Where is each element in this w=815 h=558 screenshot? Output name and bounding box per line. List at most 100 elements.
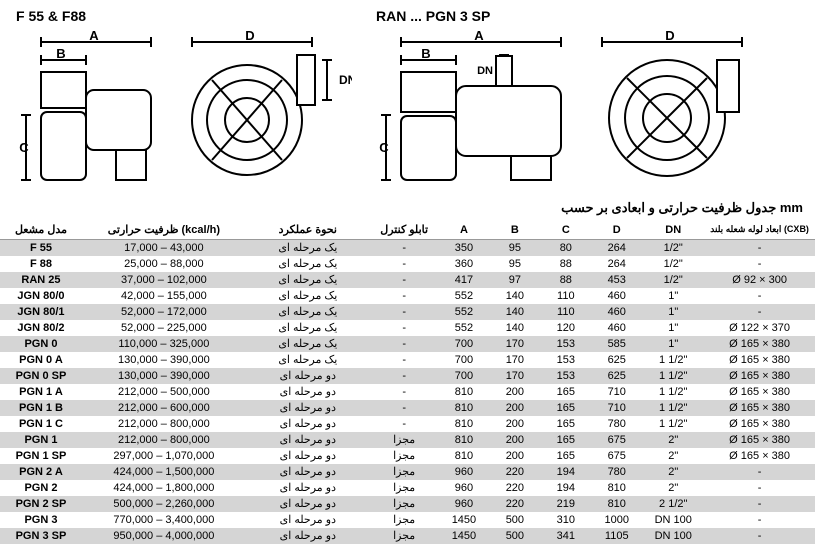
cell-tube: Ø 165 × 380 [704, 400, 815, 416]
cell-DN: 1 1/2" [642, 384, 704, 400]
table-header-row: مدل مشعل ظرفیت حرارتی (kcal/h) نحوة عملك… [0, 220, 815, 240]
cell-C: 341 [540, 528, 591, 544]
cell-A: 960 [438, 464, 489, 480]
table-row: PGN 0110,000 – 325,000یک مرحله ای-700170… [0, 336, 815, 352]
cell-panel: - [370, 384, 439, 400]
cell-DN: 1 1/2" [642, 368, 704, 384]
cell-DN: 1/2" [642, 272, 704, 288]
svg-text:A: A [474, 30, 484, 43]
burner-side-view-right: D [582, 30, 772, 185]
table-row: F 8825,000 – 88,000یک مرحله ای-360958826… [0, 256, 815, 272]
cell-model: PGN 0 SP [0, 368, 82, 384]
cell-capacity: 130,000 – 390,000 [82, 368, 246, 384]
cell-model: PGN 1 B [0, 400, 82, 416]
cell-tube: Ø 122 × 370 [704, 320, 815, 336]
cell-operation: دو مرحله ای [246, 528, 370, 544]
th-B: B [489, 220, 540, 240]
cell-D: 625 [591, 352, 642, 368]
cell-C: 194 [540, 464, 591, 480]
cell-B: 140 [489, 320, 540, 336]
cell-panel: - [370, 240, 439, 256]
svg-text:C: C [379, 140, 389, 155]
cell-A: 360 [438, 256, 489, 272]
cell-tube: - [704, 256, 815, 272]
cell-model: PGN 2 SP [0, 496, 82, 512]
cell-operation: دو مرحله ای [246, 448, 370, 464]
spec-table: مدل مشعل ظرفیت حرارتی (kcal/h) نحوة عملك… [0, 220, 815, 544]
cell-C: 165 [540, 432, 591, 448]
cell-model: JGN 80/0 [0, 288, 82, 304]
cell-A: 1450 [438, 528, 489, 544]
table-row: PGN 0 A130,000 – 390,000یک مرحله ای-7001… [0, 352, 815, 368]
cell-model: JGN 80/1 [0, 304, 82, 320]
cell-B: 500 [489, 528, 540, 544]
cell-panel: - [370, 368, 439, 384]
cell-B: 220 [489, 480, 540, 496]
cell-C: 80 [540, 240, 591, 256]
cell-operation: یک مرحله ای [246, 336, 370, 352]
cell-tube: Ø 165 × 380 [704, 416, 815, 432]
cell-DN: 1" [642, 320, 704, 336]
cell-DN: 1" [642, 336, 704, 352]
cell-D: 810 [591, 480, 642, 496]
cell-panel: مجزا [370, 448, 439, 464]
th-tube: ابعاد لوله شعله بلند (CXB) [704, 220, 815, 240]
th-operation: نحوة عملكرد [246, 220, 370, 240]
cell-C: 194 [540, 480, 591, 496]
cell-capacity: 52,000 – 172,000 [82, 304, 246, 320]
cell-B: 95 [489, 240, 540, 256]
cell-B: 140 [489, 304, 540, 320]
th-C: C [540, 220, 591, 240]
cell-A: 700 [438, 368, 489, 384]
cell-model: PGN 3 SP [0, 528, 82, 544]
cell-C: 110 [540, 288, 591, 304]
cell-tube: - [704, 464, 815, 480]
cell-D: 1105 [591, 528, 642, 544]
cell-C: 153 [540, 368, 591, 384]
cell-model: F 88 [0, 256, 82, 272]
cell-C: 165 [540, 400, 591, 416]
cell-operation: یک مرحله ای [246, 304, 370, 320]
cell-B: 170 [489, 336, 540, 352]
cell-A: 417 [438, 272, 489, 288]
th-capacity: ظرفیت حرارتی (kcal/h) [82, 220, 246, 240]
cell-B: 200 [489, 432, 540, 448]
cell-A: 960 [438, 496, 489, 512]
cell-model: F 55 [0, 240, 82, 256]
cell-panel: مجزا [370, 480, 439, 496]
cell-B: 220 [489, 464, 540, 480]
cell-model: PGN 1 [0, 432, 82, 448]
cell-DN: 1" [642, 288, 704, 304]
cell-DN: 1/2" [642, 256, 704, 272]
cell-capacity: 424,000 – 1,800,000 [82, 480, 246, 496]
cell-tube: Ø 165 × 380 [704, 368, 815, 384]
cell-model: RAN 25 [0, 272, 82, 288]
table-row: PGN 1212,000 – 800,000دو مرحله ایمجزا810… [0, 432, 815, 448]
cell-tube: Ø 165 × 380 [704, 384, 815, 400]
cell-panel: - [370, 400, 439, 416]
cell-capacity: 424,000 – 1,500,000 [82, 464, 246, 480]
table-row: PGN 3 SP950,000 – 4,000,000دو مرحله ایمج… [0, 528, 815, 544]
cell-B: 200 [489, 416, 540, 432]
cell-D: 264 [591, 240, 642, 256]
cell-C: 165 [540, 384, 591, 400]
cell-operation: یک مرحله ای [246, 320, 370, 336]
diagrams-row: F 55 & F88 A B C D [0, 0, 815, 198]
table-row: PGN 1 SP297,000 – 1,070,000دو مرحله ایمج… [0, 448, 815, 464]
cell-B: 140 [489, 288, 540, 304]
cell-D: 810 [591, 496, 642, 512]
cell-tube: - [704, 288, 815, 304]
cell-A: 810 [438, 416, 489, 432]
cell-B: 170 [489, 368, 540, 384]
table-row: PGN 1 A212,000 – 500,000دو مرحله ای-8102… [0, 384, 815, 400]
cell-D: 460 [591, 320, 642, 336]
cell-model: PGN 3 [0, 512, 82, 528]
cell-tube: - [704, 304, 815, 320]
diagram-title-right: RAN ... PGN 3 SP [376, 8, 796, 24]
svg-text:A: A [89, 30, 99, 43]
cell-capacity: 297,000 – 1,070,000 [82, 448, 246, 464]
table-row: PGN 3770,000 – 3,400,000دو مرحله ایمجزا1… [0, 512, 815, 528]
cell-DN: 1 1/2" [642, 352, 704, 368]
cell-operation: یک مرحله ای [246, 352, 370, 368]
cell-B: 200 [489, 400, 540, 416]
